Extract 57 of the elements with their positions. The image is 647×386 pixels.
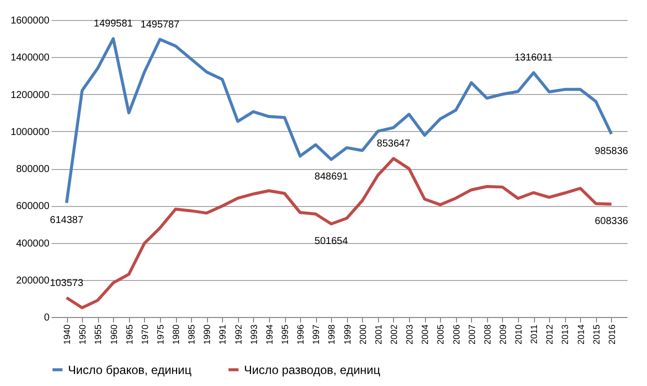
x-tick-label: 2006 [451,324,462,345]
x-tick-label: 2008 [482,324,492,345]
y-tick-label: 1600000 [10,16,50,26]
x-tick-label: 2014 [576,324,586,345]
data-label: 103573 [50,278,84,289]
x-tick-label: 2005 [436,324,446,345]
data-label: 1316011 [514,52,554,64]
x-tick-label: 2012 [544,324,555,345]
x-tick-label: 1960 [108,324,119,345]
x-tick-label: 2004 [420,324,430,345]
x-tick-label: 1955 [93,324,104,345]
x-tick-label: 1997 [311,324,322,345]
x-tick-label: 1998 [326,324,337,345]
x-tick-label: 1975 [155,324,166,345]
data-label: 608336 [594,216,629,228]
x-tick-label: 1985 [186,324,197,345]
data-label: 848691 [314,171,348,182]
data-label: 614387 [50,214,84,226]
x-tick-label: 2011 [529,324,540,344]
x-tick-label: 1994 [264,324,274,345]
y-tick-label: 800000 [16,164,50,175]
x-tick-label: 2016 [606,324,617,345]
y-tick-label: 200000 [16,275,50,286]
x-tick-label: 1991 [218,324,228,345]
y-tick-label: 400000 [16,238,50,250]
x-tick-label: 2013 [560,324,570,345]
x-tick-label: 2001 [373,324,384,345]
x-tick-label: 1995 [280,324,290,345]
x-tick-label: 2015 [591,324,602,345]
legend-label: Число разводов, единиц [244,362,380,377]
y-tick-label: 600000 [16,201,50,212]
x-tick-label: 2003 [404,324,415,345]
y-tick-label: 1000000 [10,126,50,138]
x-tick-label: 1950 [78,324,88,345]
x-tick-label: 1980 [171,324,182,345]
legend-label: Число браков, единиц [68,362,192,377]
x-tick-label: 1940 [62,324,72,345]
x-tick-label: 2010 [514,324,524,345]
x-tick-label: 2009 [498,324,508,345]
data-label: 853647 [376,138,411,150]
data-label: 985836 [594,146,629,158]
data-label: 501654 [314,236,348,247]
x-tick-label: 2002 [388,324,399,345]
y-tick-label: 0 [44,312,50,324]
y-tick-label: 1200000 [10,90,50,101]
x-tick-label: 2000 [358,324,368,345]
x-tick-label: 1965 [124,324,134,345]
x-tick-label: 1993 [248,324,259,345]
x-tick-label: 1990 [202,324,212,345]
x-tick-label: 1970 [140,324,150,345]
x-tick-label: 1996 [296,324,306,345]
data-label: 1495787 [140,19,180,30]
data-label: 1499581 [94,18,134,30]
x-tick-label: 1999 [342,324,352,345]
y-tick-label: 1400000 [10,52,50,64]
x-tick-label: 2007 [466,324,477,345]
x-tick-label: 1992 [233,324,244,345]
